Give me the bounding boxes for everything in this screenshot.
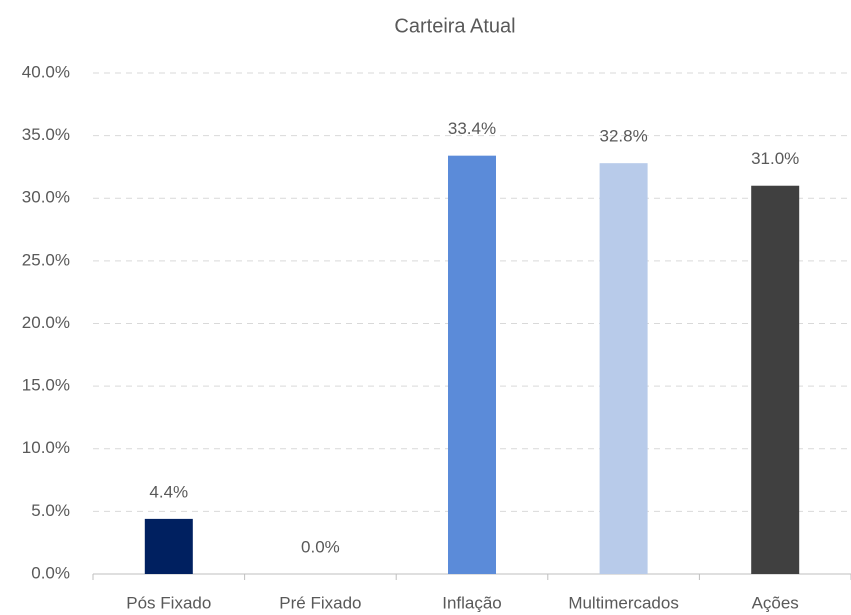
- y-tick-label: 0.0%: [31, 563, 70, 582]
- data-label: 4.4%: [149, 482, 188, 501]
- y-tick-label: 20.0%: [22, 313, 70, 332]
- x-tick-label: Pré Fixado: [279, 593, 361, 612]
- chart-title: Carteira Atual: [394, 15, 515, 37]
- x-tick-label: Ações: [752, 593, 799, 612]
- x-tick-label: Multimercados: [568, 593, 679, 612]
- y-tick-label: 25.0%: [22, 250, 70, 269]
- y-tick-label: 10.0%: [22, 438, 70, 457]
- x-tick-label: Inflação: [442, 593, 502, 612]
- bar: [599, 163, 648, 574]
- y-tick-label: 30.0%: [22, 188, 70, 207]
- data-label: 33.4%: [448, 119, 496, 138]
- bar: [751, 185, 800, 574]
- y-tick-label: 15.0%: [22, 376, 70, 395]
- bar: [144, 518, 193, 574]
- data-label: 32.8%: [599, 127, 647, 146]
- bar: [448, 155, 496, 575]
- y-tick-label: 35.0%: [22, 125, 70, 144]
- y-tick-label: 40.0%: [22, 62, 70, 81]
- y-tick-label: 5.0%: [31, 501, 70, 520]
- data-label: 31.0%: [751, 149, 799, 168]
- data-label: 0.0%: [301, 537, 340, 556]
- x-tick-label: Pós Fixado: [126, 593, 211, 612]
